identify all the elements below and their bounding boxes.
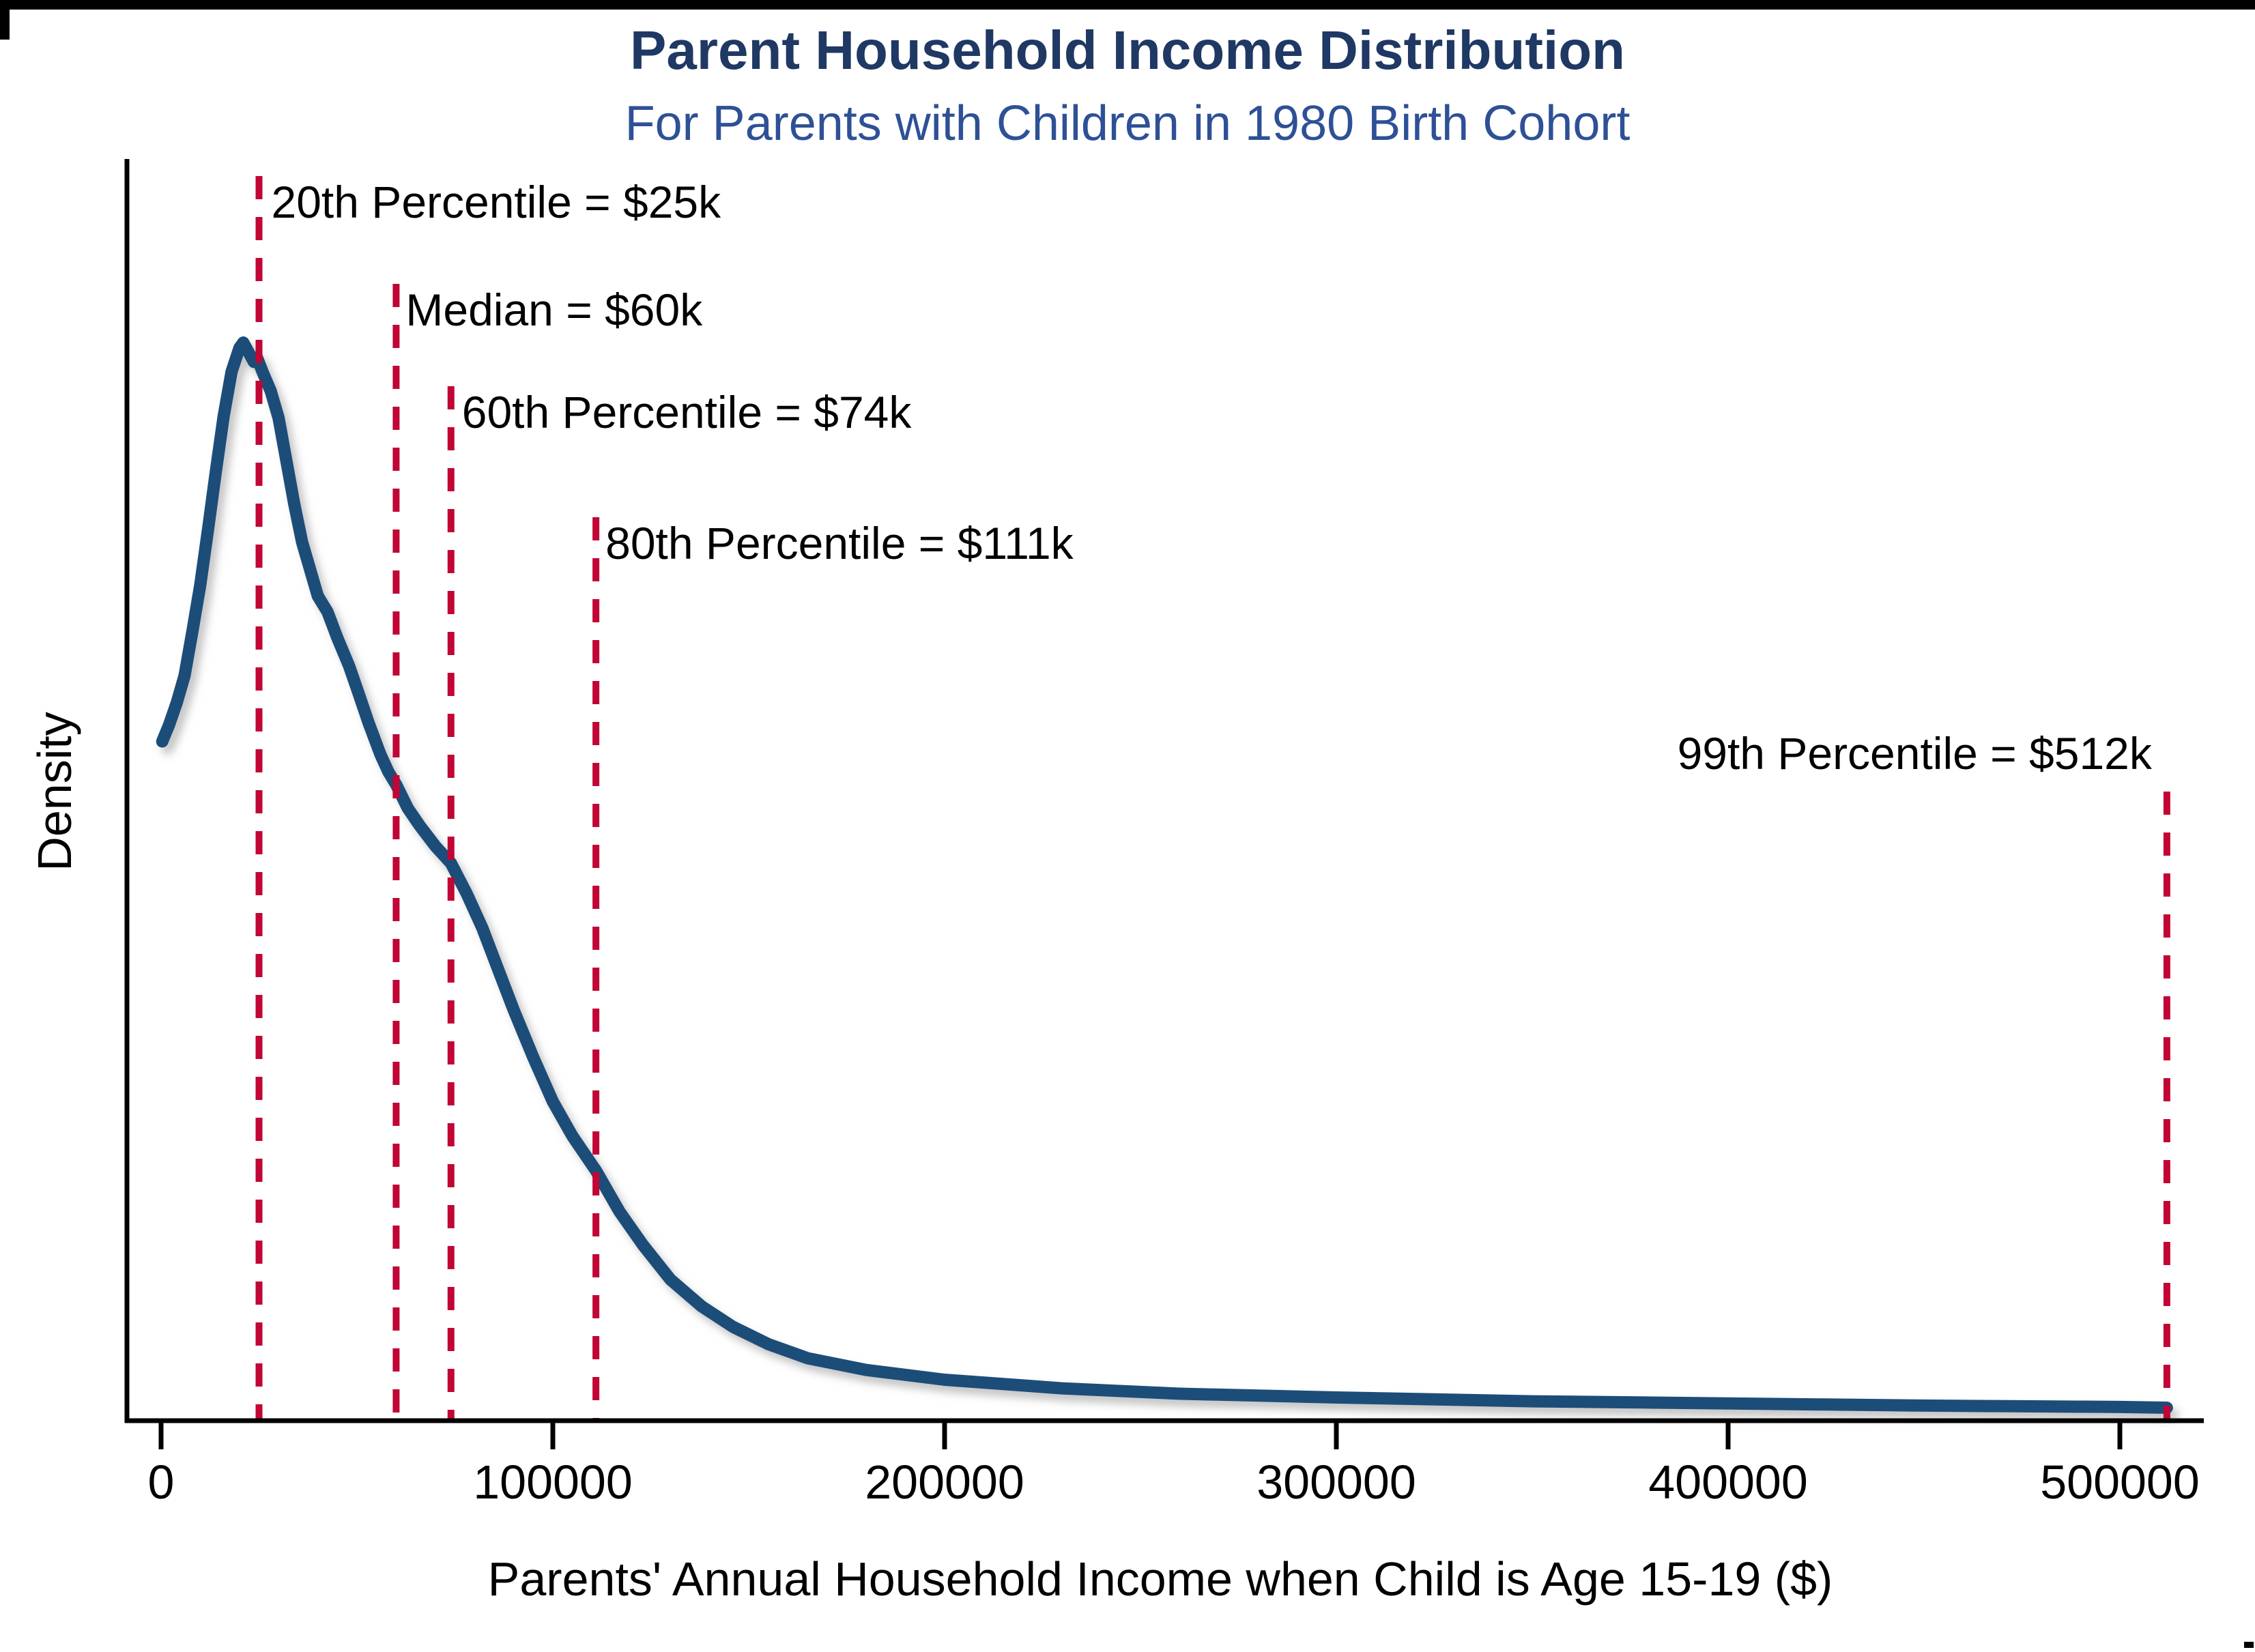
bottom-right-artifact	[2244, 1642, 2254, 1648]
x-tick-label: 0	[148, 1455, 175, 1509]
x-tick-label: 500000	[2040, 1455, 2200, 1509]
top-border-bar	[0, 0, 2255, 10]
annotation-80th-percentile: 80th Percentile = $111k	[605, 518, 1074, 568]
annotation-median: Median = $60k	[405, 285, 703, 335]
annotation-60th-percentile: 60th Percentile = $74k	[461, 387, 912, 437]
annotation-99th-percentile: 99th Percentile = $512k	[1677, 728, 2152, 779]
density-curve	[156, 336, 2173, 1414]
x-tick-label: 400000	[1648, 1455, 1808, 1509]
x-tick-labels: 0 100000 200000 300000 400000 500000	[148, 1455, 2200, 1509]
x-tick-label: 300000	[1256, 1455, 1416, 1509]
x-tick-label: 100000	[473, 1455, 633, 1509]
x-axis-label: Parents' Annual Household Income when Ch…	[488, 1552, 1833, 1606]
x-tick-label: 200000	[865, 1455, 1024, 1509]
axes	[124, 159, 2204, 1449]
chart-title: Parent Household Income Distribution	[630, 20, 1625, 81]
percentile-marker-lines	[255, 176, 2170, 1421]
left-border-notch	[0, 0, 10, 40]
y-axis-label: Density	[28, 712, 81, 871]
chart-subtitle: For Parents with Children in 1980 Birth …	[624, 96, 1631, 151]
annotation-20th-percentile: 20th Percentile = $25k	[271, 177, 721, 227]
